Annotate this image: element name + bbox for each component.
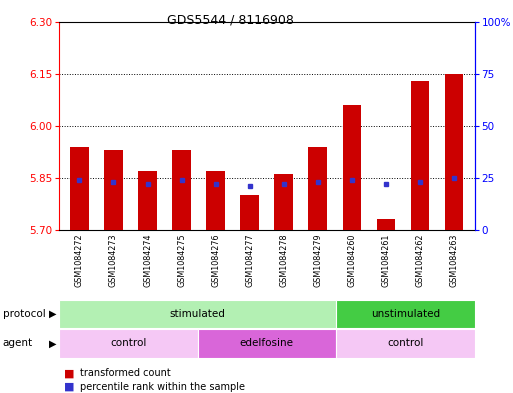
Bar bbox=[445, 73, 463, 230]
Text: ■: ■ bbox=[64, 382, 74, 392]
Bar bbox=[411, 81, 429, 230]
Bar bbox=[206, 171, 225, 230]
Text: edelfosine: edelfosine bbox=[240, 338, 294, 349]
Text: GSM1084260: GSM1084260 bbox=[347, 234, 357, 287]
Text: transformed count: transformed count bbox=[80, 368, 170, 378]
Text: GSM1084274: GSM1084274 bbox=[143, 234, 152, 287]
Text: ▶: ▶ bbox=[49, 309, 56, 319]
Bar bbox=[336, 300, 475, 328]
Bar bbox=[59, 300, 336, 328]
Bar bbox=[70, 147, 89, 230]
Bar bbox=[198, 329, 336, 358]
Bar bbox=[377, 219, 396, 230]
Bar bbox=[308, 147, 327, 230]
Text: percentile rank within the sample: percentile rank within the sample bbox=[80, 382, 245, 392]
Text: GSM1084278: GSM1084278 bbox=[279, 234, 288, 287]
Text: GSM1084262: GSM1084262 bbox=[416, 234, 425, 287]
Text: agent: agent bbox=[3, 338, 33, 349]
Text: GSM1084273: GSM1084273 bbox=[109, 234, 118, 287]
Text: GSM1084263: GSM1084263 bbox=[449, 234, 459, 287]
Text: control: control bbox=[387, 338, 423, 349]
Text: protocol: protocol bbox=[3, 309, 45, 319]
Text: ▶: ▶ bbox=[49, 338, 56, 349]
Bar bbox=[138, 171, 157, 230]
Bar bbox=[172, 150, 191, 230]
Bar bbox=[59, 329, 198, 358]
Bar bbox=[343, 105, 361, 230]
Bar bbox=[241, 195, 259, 230]
Text: GDS5544 / 8116908: GDS5544 / 8116908 bbox=[167, 14, 294, 27]
Text: GSM1084261: GSM1084261 bbox=[382, 234, 390, 287]
Text: GSM1084277: GSM1084277 bbox=[245, 234, 254, 288]
Text: GSM1084276: GSM1084276 bbox=[211, 234, 220, 287]
Bar bbox=[104, 150, 123, 230]
Bar bbox=[336, 329, 475, 358]
Text: unstimulated: unstimulated bbox=[371, 309, 440, 319]
Text: GSM1084279: GSM1084279 bbox=[313, 234, 322, 288]
Text: GSM1084272: GSM1084272 bbox=[75, 234, 84, 288]
Text: control: control bbox=[110, 338, 146, 349]
Text: ■: ■ bbox=[64, 368, 74, 378]
Bar bbox=[274, 174, 293, 230]
Text: GSM1084275: GSM1084275 bbox=[177, 234, 186, 288]
Text: stimulated: stimulated bbox=[170, 309, 225, 319]
